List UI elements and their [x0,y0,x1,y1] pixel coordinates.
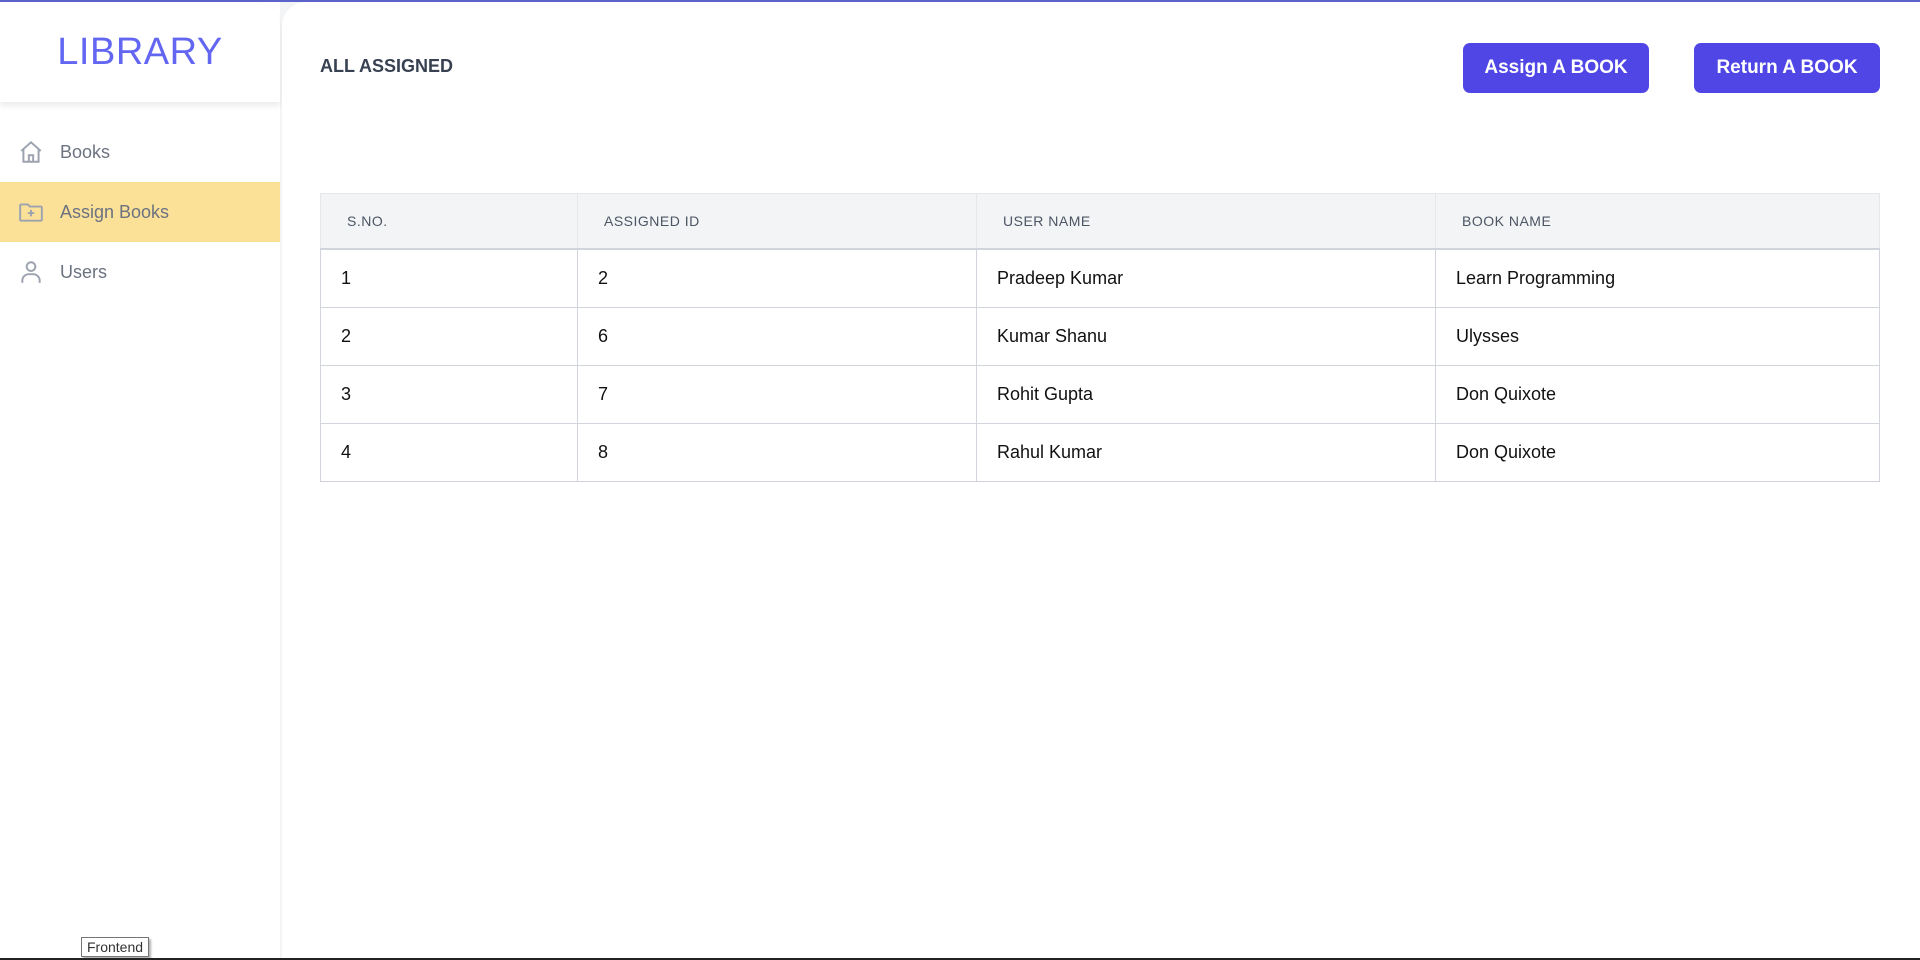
column-header: BOOK NAME [1435,193,1880,250]
sidebar-item-books[interactable]: Books [0,122,280,182]
table-cell: 3 [320,365,578,424]
divider [0,958,1920,960]
column-header: ASSIGNED ID [577,193,977,250]
sidebar-item-label: Books [60,141,111,162]
table-cell: 1 [320,248,578,308]
table-row: 4 8 Rahul Kumar Don Quixote [320,423,1880,482]
column-header: S.NO. [320,193,578,250]
tooltip: Frontend [81,937,150,957]
sidebar-nav: Books Assign Books Users [0,122,280,302]
sidebar-item-label: Users [60,261,108,282]
table-row: 1 2 Pradeep Kumar Learn Programming [320,248,1880,308]
table-cell: Kumar Shanu [976,307,1436,366]
table-cell: 7 [577,365,977,424]
table-cell: 2 [320,307,578,366]
table-cell: Learn Programming [1435,248,1880,308]
table-cell: 2 [577,248,977,308]
assign-book-button[interactable]: Assign A BOOK [1463,43,1649,93]
table-header-row: S.NO. ASSIGNED ID USER NAME BOOK NAME [320,193,1880,250]
column-header: USER NAME [976,193,1436,250]
sidebar: LIBRARY Books Assign Books Users [0,2,280,960]
table-cell: Pradeep Kumar [976,248,1436,308]
table-cell: 4 [320,423,578,482]
logo: LIBRARY [57,30,223,73]
user-icon [21,261,41,283]
table-cell: Don Quixote [1435,423,1880,482]
table-cell: 6 [577,307,977,366]
table-cell: 8 [577,423,977,482]
table-cell: Rahul Kumar [976,423,1436,482]
logo-box: LIBRARY [0,2,280,102]
table-cell: Rohit Gupta [976,365,1436,424]
sidebar-item-users[interactable]: Users [0,242,280,302]
return-book-button[interactable]: Return A BOOK [1694,43,1880,93]
table-cell: Don Quixote [1435,365,1880,424]
sidebar-item-assign-books[interactable]: Assign Books [0,182,280,242]
folder-plus-icon [19,203,43,222]
table-row: 2 6 Kumar Shanu Ulysses [320,307,1880,366]
table-row: 3 7 Rohit Gupta Don Quixote [320,365,1880,424]
page-title: ALL ASSIGNED [320,56,454,76]
main-content: ALL ASSIGNED Assign A BOOK Return A BOOK… [282,2,1920,960]
sidebar-item-label: Assign Books [60,201,170,222]
home-icon [20,140,42,163]
table-cell: Ulysses [1435,307,1880,366]
